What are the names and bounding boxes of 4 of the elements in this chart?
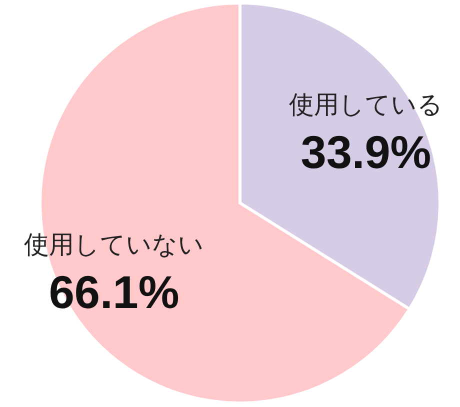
data-label: 33.9% xyxy=(300,126,432,178)
slice-label: 使用していない xyxy=(24,230,204,259)
slice-label: 使用している xyxy=(288,90,443,120)
data-label: 66.1% xyxy=(48,266,180,318)
